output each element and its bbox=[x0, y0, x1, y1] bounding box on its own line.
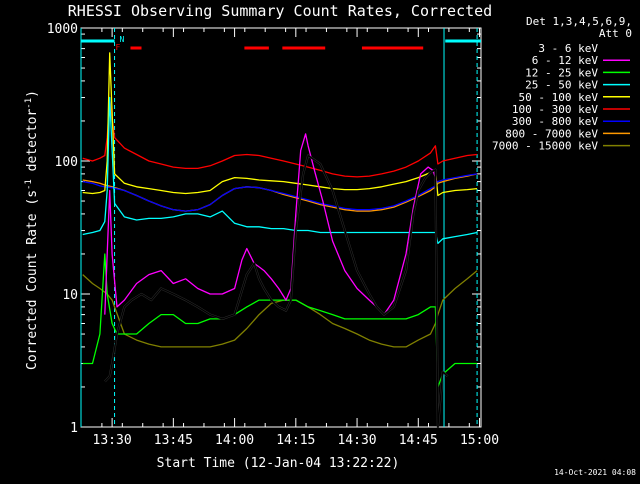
legend-label: 25 - 50 keV bbox=[525, 79, 598, 92]
series-line-6-12-keV bbox=[104, 133, 438, 316]
y-tick-label: 1000 bbox=[47, 22, 78, 37]
plot-area bbox=[80, 27, 482, 429]
flare-flag-label: F bbox=[116, 43, 121, 52]
series-line-7000-15000-keV bbox=[82, 270, 478, 348]
series-line-50-100-keV bbox=[82, 52, 478, 197]
plot-frame bbox=[80, 27, 482, 428]
series-line-300-800-keV bbox=[82, 173, 478, 212]
legend-label: 3 - 6 keV bbox=[538, 42, 598, 55]
x-tick-label: 13:30 bbox=[93, 433, 132, 448]
series-line-100-300-keV bbox=[82, 98, 478, 178]
x-tick-label: 14:15 bbox=[276, 433, 315, 448]
legend-header-line-2: Att 0 bbox=[599, 27, 632, 40]
y-axis-label-sup2: -1 bbox=[24, 98, 34, 109]
series-line-25-50-keV bbox=[82, 96, 478, 245]
x-tick-label: 15:00 bbox=[460, 433, 499, 448]
x-tick-label: 14:00 bbox=[215, 433, 254, 448]
y-axis-label-main: Corrected Count Rate (s bbox=[25, 190, 40, 370]
x-axis-label: Start Time (12-Jan-04 13:22:22) bbox=[157, 456, 400, 471]
legend-label: 7000 - 15000 keV bbox=[492, 140, 598, 153]
legend-label: 100 - 300 keV bbox=[512, 103, 598, 116]
y-axis-label-mid: detector bbox=[25, 109, 40, 180]
footer-timestamp: 14-Oct-2021 04:08 bbox=[554, 468, 636, 477]
y-axis-label-end: ) bbox=[25, 90, 40, 98]
y-tick-label: 1 bbox=[70, 421, 78, 436]
y-axis-label-sup1: -1 bbox=[24, 179, 34, 190]
series-line-12-25-keV bbox=[82, 253, 478, 388]
legend-label: 12 - 25 keV bbox=[525, 66, 598, 79]
x-tick-label: 14:45 bbox=[399, 433, 438, 448]
y-axis-label: Corrected Count Rate (s-1 detector-1) bbox=[24, 90, 40, 370]
night-flag-label: N bbox=[120, 35, 125, 44]
x-tick-label: 13:45 bbox=[154, 433, 193, 448]
legend-label: 50 - 100 keV bbox=[519, 91, 599, 104]
legend-label: 300 - 800 keV bbox=[512, 115, 598, 128]
x-tick-label: 14:30 bbox=[337, 433, 376, 448]
legend-header-line-1: Det 1,3,4,5,6,9, bbox=[526, 15, 632, 28]
legend-label: 800 - 7000 keV bbox=[505, 127, 598, 140]
y-tick-label: 100 bbox=[55, 155, 78, 170]
legend-label: 6 - 12 keV bbox=[532, 54, 599, 67]
series-line-3-6-keV bbox=[104, 154, 449, 428]
y-tick-label: 10 bbox=[62, 288, 78, 303]
chart-title: RHESSI Observing Summary Count Rates, Co… bbox=[68, 2, 492, 20]
